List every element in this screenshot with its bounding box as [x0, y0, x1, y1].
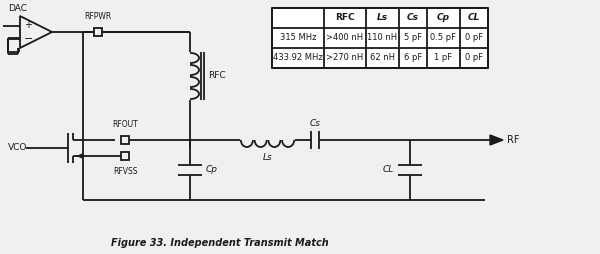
Text: Cs: Cs [407, 13, 419, 23]
Text: RFC: RFC [335, 13, 355, 23]
Text: RF: RF [507, 135, 520, 145]
Text: CL: CL [383, 166, 394, 174]
Text: Ls: Ls [263, 153, 272, 162]
Bar [121, 136, 129, 144]
Bar [94, 28, 102, 36]
Text: 6 pF: 6 pF [404, 54, 422, 62]
Text: VCO: VCO [8, 144, 28, 152]
Bar [272, 8, 488, 68]
Text: 0 pF: 0 pF [465, 34, 483, 42]
Text: 110 nH: 110 nH [367, 34, 398, 42]
Text: RFC: RFC [208, 71, 226, 81]
Text: 0.5 pF: 0.5 pF [431, 34, 457, 42]
Text: +: + [24, 20, 32, 30]
Text: Cs: Cs [310, 119, 320, 128]
Text: RFVSS: RFVSS [113, 167, 137, 176]
Text: 315 MHz: 315 MHz [280, 34, 316, 42]
Text: Cp: Cp [437, 13, 450, 23]
Text: 0 pF: 0 pF [465, 54, 483, 62]
Text: RFOUT: RFOUT [112, 120, 138, 129]
Text: >400 nH: >400 nH [326, 34, 364, 42]
Text: >270 nH: >270 nH [326, 54, 364, 62]
Text: 5 pF: 5 pF [404, 34, 422, 42]
Text: 62 nH: 62 nH [370, 54, 395, 62]
Text: RFPWR: RFPWR [85, 12, 112, 21]
Text: 433.92 MHz: 433.92 MHz [273, 54, 323, 62]
Text: CL: CL [468, 13, 480, 23]
Text: Cp: Cp [206, 166, 218, 174]
Text: Figure 33. Independent Transmit Match: Figure 33. Independent Transmit Match [111, 238, 329, 248]
Text: DAC: DAC [8, 4, 27, 13]
Text: 1 pF: 1 pF [434, 54, 452, 62]
Text: Ls: Ls [377, 13, 388, 23]
Polygon shape [490, 135, 503, 145]
Bar [121, 152, 129, 160]
Text: −: − [24, 34, 34, 44]
